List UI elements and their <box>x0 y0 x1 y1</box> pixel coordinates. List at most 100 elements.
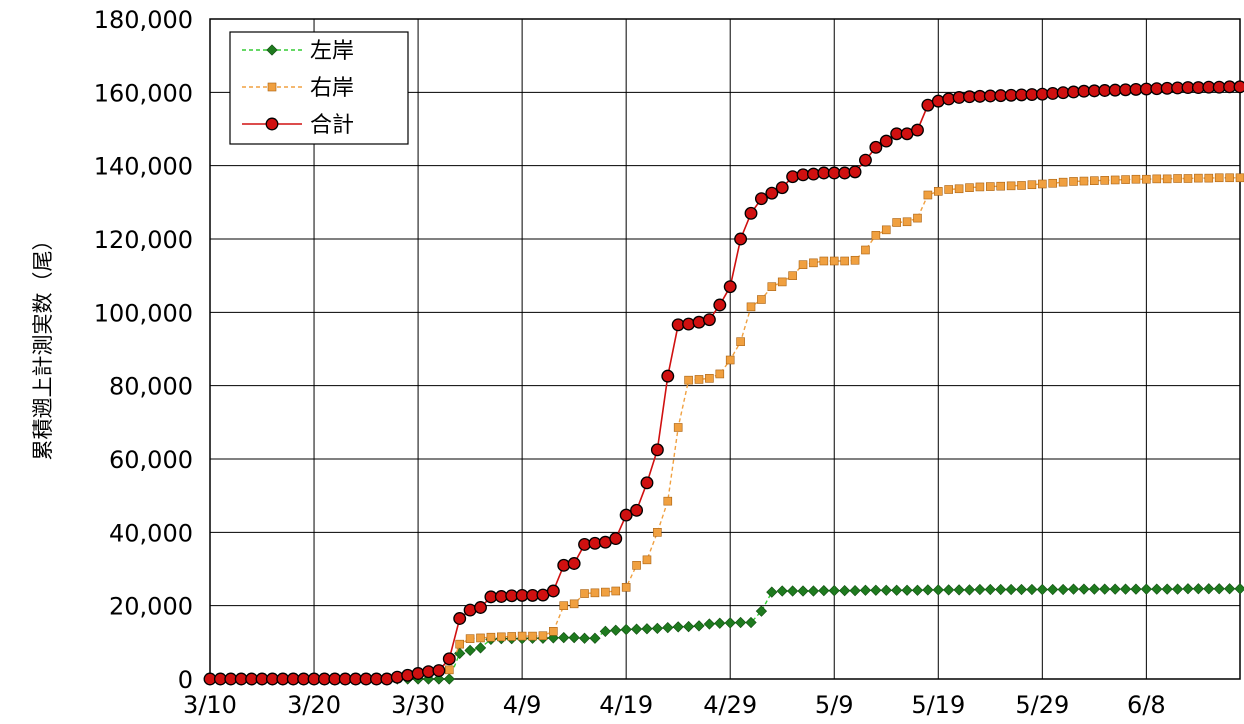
data-point <box>567 557 581 570</box>
data-point <box>986 182 995 191</box>
data-point <box>1100 176 1110 185</box>
data-point <box>444 665 454 675</box>
data-point <box>809 258 818 268</box>
data-point <box>1110 175 1120 185</box>
data-point <box>601 587 610 597</box>
data-point <box>611 586 621 596</box>
y-axis-tick-labels: 0 20,000 40,000 60,000 80,000 100,000 120,000 1… <box>94 6 193 694</box>
data-point <box>922 584 934 596</box>
data-point <box>609 532 623 546</box>
data-point <box>1213 583 1225 595</box>
data-point <box>734 232 748 246</box>
data-point <box>546 584 560 598</box>
data-point <box>682 317 696 331</box>
data-point <box>694 375 704 384</box>
data-point <box>1131 174 1141 184</box>
data-point <box>942 92 956 106</box>
data-point <box>1173 174 1182 183</box>
data-point <box>559 601 569 610</box>
data-point <box>840 256 849 266</box>
y-tick-label: 60,000 <box>109 446 193 474</box>
data-point <box>1182 583 1194 595</box>
data-point <box>578 632 591 644</box>
data-point <box>807 585 820 597</box>
data-point <box>702 313 716 327</box>
data-point <box>724 617 736 629</box>
data-point <box>901 584 913 596</box>
data-point <box>653 528 662 537</box>
data-point <box>850 255 860 265</box>
data-point <box>528 631 537 641</box>
y-tick-label: 100,000 <box>94 299 193 327</box>
data-point <box>641 623 653 635</box>
data-point <box>839 585 851 597</box>
data-point <box>974 583 986 596</box>
data-point <box>953 584 965 596</box>
data-point <box>630 623 643 635</box>
data-point <box>1204 173 1214 183</box>
data-point <box>1225 173 1234 183</box>
data-point <box>723 280 737 294</box>
data-point <box>1078 583 1090 595</box>
x-axis-tick-labels: 3/10 3/20 3/30 4/9 4/19 4/29 5/9 5/19 5/29 6/8 <box>183 691 1166 719</box>
data-point <box>913 213 922 223</box>
data-point <box>736 337 745 346</box>
data-point <box>401 668 415 682</box>
data-point <box>663 496 673 506</box>
data-point <box>463 603 477 617</box>
data-point <box>965 183 974 192</box>
plot-area-frame <box>209 18 1241 680</box>
data-point <box>1090 176 1099 185</box>
data-point <box>1057 583 1069 596</box>
data-point <box>1079 176 1089 186</box>
data-point <box>849 585 861 597</box>
data-point <box>1058 177 1068 187</box>
data-point <box>630 503 644 517</box>
data-point <box>1038 179 1047 189</box>
data-point <box>931 94 945 108</box>
data-point <box>1151 583 1163 595</box>
x-tick-label: 3/30 <box>391 691 445 719</box>
data-point <box>411 667 425 680</box>
data-point <box>1203 583 1215 595</box>
data-point <box>621 583 631 592</box>
y-tick-label: 20,000 <box>109 593 193 621</box>
x-tick-label: 3/20 <box>287 691 341 719</box>
data-point <box>1026 583 1038 596</box>
x-tick-label: 4/9 <box>503 691 542 719</box>
data-point <box>765 186 779 200</box>
data-point <box>870 584 882 596</box>
y-tick-label: 160,000 <box>94 79 193 107</box>
data-point <box>432 664 446 678</box>
data-point <box>996 181 1006 191</box>
data-point <box>1036 583 1048 596</box>
data-point <box>713 298 727 312</box>
y-tick-label: 0 <box>178 666 193 694</box>
y-tick-label: 180,000 <box>94 6 193 34</box>
data-point <box>923 190 933 200</box>
data-point <box>776 585 788 597</box>
data-point <box>662 622 674 634</box>
data-point <box>1130 583 1142 595</box>
legend-label: 左岸 <box>310 39 354 64</box>
y-axis-label: 累積遡上計測実数（尾） <box>31 230 55 461</box>
y-tick-label: 80,000 <box>109 373 193 401</box>
data-point <box>1233 80 1244 94</box>
legend-marker <box>267 82 277 92</box>
data-point <box>734 616 747 629</box>
data-point <box>757 295 766 304</box>
data-point <box>610 624 622 636</box>
data-point <box>703 618 716 630</box>
data-point <box>693 620 705 632</box>
data-point <box>848 165 862 179</box>
data-point <box>590 588 600 598</box>
data-point <box>619 508 633 522</box>
y-tick-label: 40,000 <box>109 519 193 547</box>
data-point <box>911 584 924 596</box>
y-tick-label: 140,000 <box>94 153 193 181</box>
data-point <box>766 586 778 598</box>
data-point <box>1214 173 1224 183</box>
data-point <box>1048 178 1058 188</box>
